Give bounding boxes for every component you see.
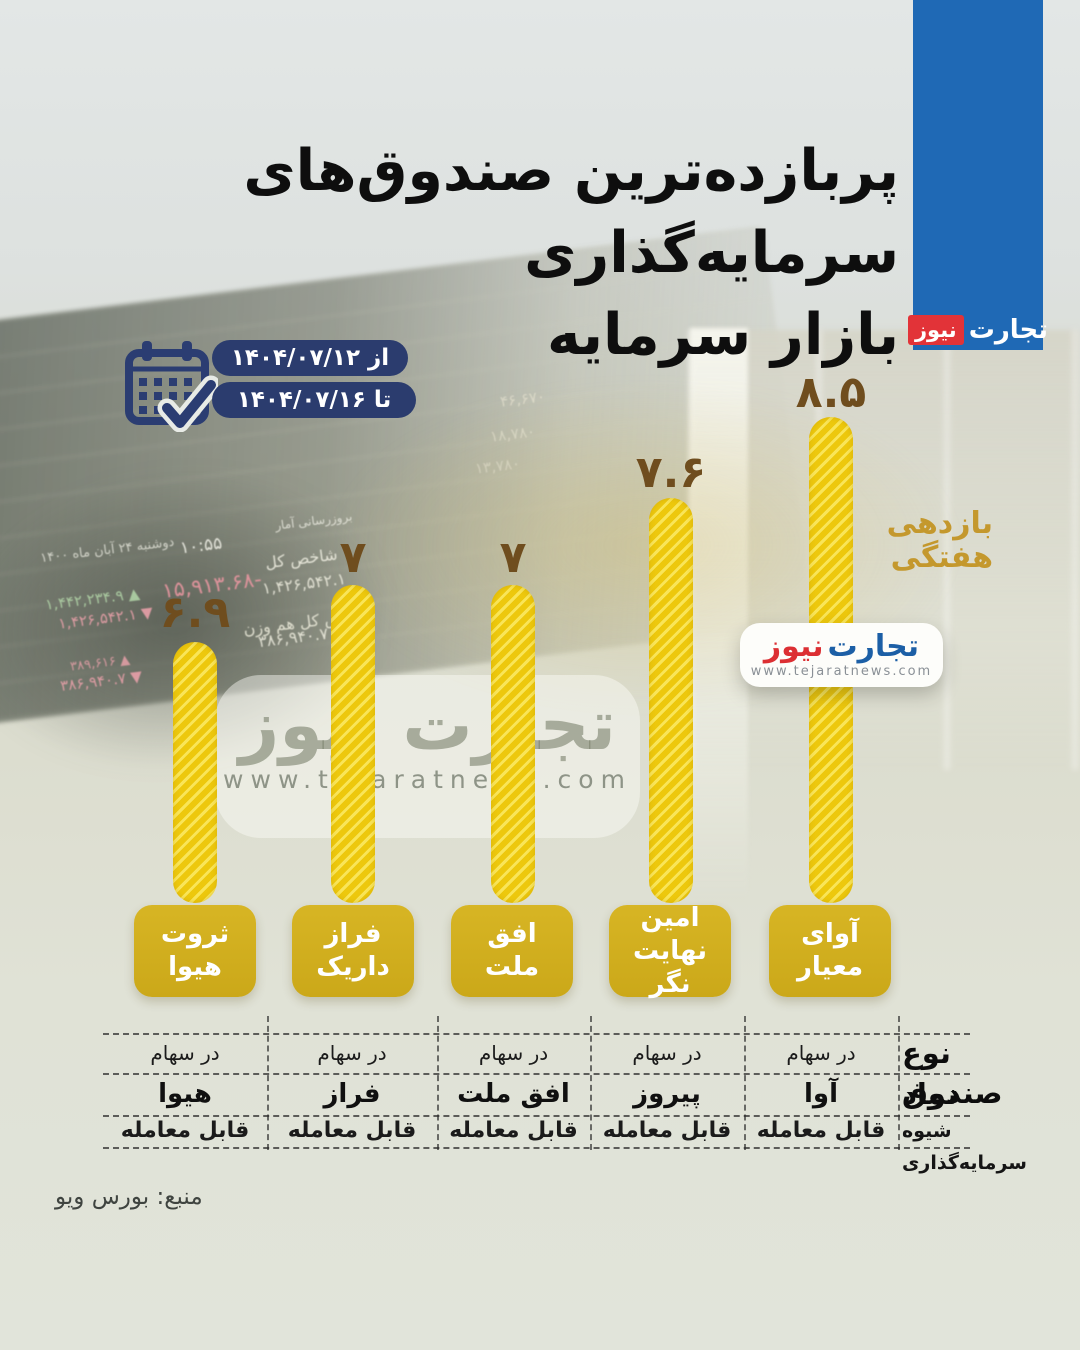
axis-label-weekly-return: بازدهی هفتگی: [887, 507, 993, 575]
source-label: منبع: بورس ویو: [55, 1184, 203, 1210]
cell-method: قابل معامله: [120, 1118, 250, 1143]
cell-method: قابل معامله: [287, 1118, 417, 1143]
brand-card-url: www.tejaratnews.com: [750, 664, 933, 679]
fund-name-line1: ثروت: [160, 919, 230, 949]
cell-method: قابل معامله: [449, 1118, 578, 1143]
fund-box-ofogh-mellat: افق ملت: [451, 905, 573, 997]
bar-servat-hiva: [173, 642, 217, 903]
page-title: پربازده‌ترین صندوق‌های سرمایه‌گذاری بازا…: [109, 130, 899, 376]
row-header-symbol: نماد: [902, 1077, 959, 1111]
table-line: [103, 1033, 970, 1035]
title-line2: بازار سرمایه: [547, 302, 899, 368]
bar-value-label: ۷.۶: [635, 447, 707, 498]
fund-name-line2: ملت: [484, 952, 540, 982]
fund-name-line1: فراز: [324, 919, 382, 949]
cell-symbol: آوا: [804, 1079, 838, 1109]
fund-name-line2: داریک: [316, 952, 390, 982]
bar-value-label: ۶.۹: [159, 587, 231, 638]
cell-symbol: فراز: [323, 1079, 381, 1109]
fund-box-faraz-darik: فراز داریک: [292, 905, 414, 997]
cell-symbol: افق ملت: [457, 1079, 570, 1109]
bar-value-label: ۷: [339, 532, 367, 583]
table-separator: [744, 1016, 746, 1150]
cell-method: قابل معامله: [756, 1118, 886, 1143]
table-line: [103, 1147, 970, 1149]
bar-ofogh-mellat: [491, 585, 535, 903]
watermark-url: www.tejaratnews.com: [223, 765, 632, 794]
row-header-fund-type: نوع صندوق: [902, 1036, 1003, 1110]
brand-word-tejarat: تجارت: [968, 315, 1049, 345]
bar-faraz-darik: [331, 585, 375, 903]
bar-value-label: ۷: [499, 532, 527, 583]
table-line: [103, 1073, 970, 1075]
background-pillar: [690, 328, 748, 903]
cell-fund-type: در سهام: [478, 1041, 549, 1065]
fund-name-line1: آوای معیار: [796, 919, 864, 982]
table-separator: [898, 1016, 900, 1150]
cell-fund-type: در سهام: [317, 1041, 387, 1065]
fund-name-line2: هیوا: [168, 952, 222, 982]
date-from-pill: از ۱۴۰۴/۰۷/۱۲: [212, 340, 408, 376]
calendar-check-icon: [125, 341, 218, 432]
fund-box-amin-nahayatnegar: امین نهایت نگر: [609, 902, 731, 999]
table-separator: [437, 1016, 439, 1150]
title-line1: پربازده‌ترین صندوق‌های سرمایه‌گذاری: [243, 138, 899, 286]
fund-name-line1: افق: [487, 919, 537, 949]
brand-word-tejarat: تجارت: [827, 629, 920, 664]
brand-logo: تجارت نیوز: [907, 315, 1049, 345]
background-cabinets: [688, 330, 1080, 770]
brand-ribbon: تجارت نیوز: [907, 0, 1048, 350]
fund-box-servat-hiva: ثروت هیوا: [134, 905, 256, 997]
fund-name-line2: نهایت نگر: [633, 935, 707, 999]
watermark-box: تجارت نیوز www.tejaratnews.com: [215, 675, 640, 838]
bar-value-label: ۸.۵: [795, 367, 867, 418]
cell-fund-type: در سهام: [786, 1041, 856, 1065]
date-to-pill: تا ۱۴۰۴/۰۷/۱۶: [212, 382, 416, 418]
cell-method: قابل معامله: [602, 1118, 732, 1143]
fund-box-avaye-meyar: آوای معیار: [769, 905, 891, 997]
axis-label-line2: هفتگی: [890, 540, 993, 575]
cell-fund-type: در سهام: [632, 1041, 702, 1065]
table-separator: [267, 1016, 269, 1150]
brand-card-logo: تجارت نیوز: [764, 631, 919, 662]
table-separator: [590, 1016, 592, 1150]
fund-name-line1: امین: [640, 902, 700, 933]
cell-symbol: پیروز: [633, 1079, 701, 1109]
brand-word-news: نیوز: [763, 629, 824, 664]
cell-fund-type: در سهام: [150, 1041, 220, 1065]
brand-card: تجارت نیوز www.tejaratnews.com: [740, 623, 943, 687]
cell-symbol: هیوا: [158, 1079, 212, 1109]
bar-amin-nahayatnegar: [649, 498, 693, 903]
table-line: [103, 1115, 970, 1117]
watermark-logo-text: تجارت نیوز: [238, 684, 617, 766]
axis-label-line1: بازدهی: [886, 506, 993, 541]
row-header-method: شیوه سرمایه‌گذاری: [902, 1120, 1027, 1174]
brand-word-news-badge: نیوز: [907, 315, 964, 345]
